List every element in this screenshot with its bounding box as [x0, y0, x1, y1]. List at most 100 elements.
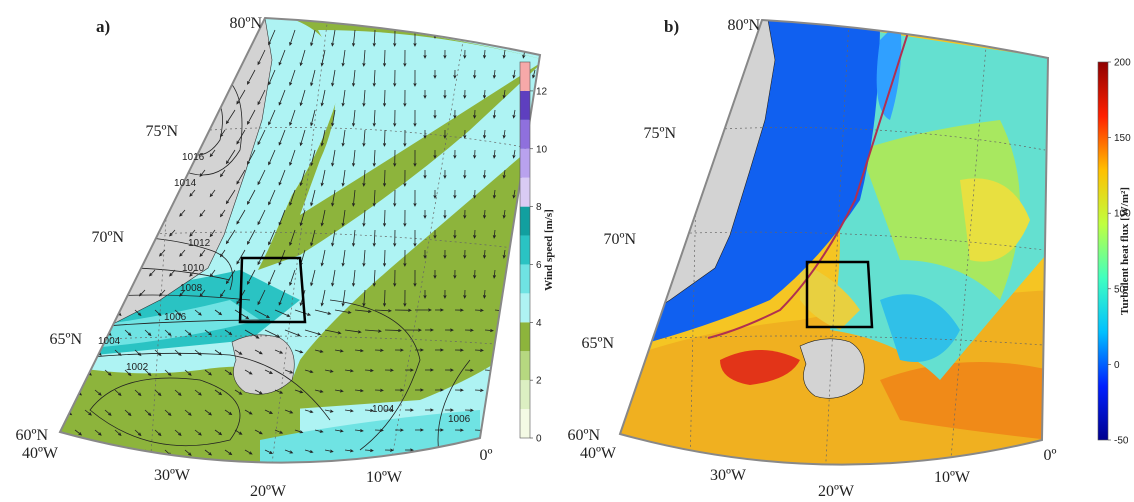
wind-arrow [257, 89, 266, 106]
wind-arrow [473, 69, 477, 79]
wind-arrow [382, 129, 387, 147]
colorbar-bin [520, 148, 530, 178]
wind-arrow [443, 169, 447, 179]
wind-arrow [351, 269, 356, 287]
wind-arrow [60, 89, 66, 98]
wind-arrow [174, 389, 182, 396]
wind-arrow [69, 69, 76, 78]
wind-arrow [118, 209, 126, 217]
wind-arrow [219, 289, 226, 298]
wind-arrow [138, 209, 146, 217]
wind-arrow [443, 49, 447, 59]
wind-arrow [393, 109, 397, 127]
wind-arrow [69, 109, 76, 118]
wind-arrow [278, 49, 286, 66]
wind-arrow [384, 368, 394, 372]
wind-arrow [362, 169, 366, 187]
wind-arrow [108, 189, 116, 197]
wind-arrow [209, 189, 216, 198]
wind-arrow [154, 429, 162, 437]
wind-arrow [244, 329, 260, 339]
colorbar-bin [520, 62, 530, 91]
wind-arrow [334, 349, 344, 353]
wind-arrow [294, 429, 304, 434]
wind-arrow [225, 189, 236, 205]
wind-arrow [524, 449, 534, 453]
wind-arrow [362, 49, 366, 67]
wind-arrow [341, 49, 346, 67]
wind-arrow [274, 309, 291, 317]
wind-arrow [463, 249, 467, 259]
lat-label: 65ºN [49, 331, 82, 348]
wind-arrow [284, 409, 294, 414]
wind-arrow [138, 249, 146, 257]
wind-arrow [334, 389, 344, 393]
wind-arrow [314, 389, 324, 393]
wind-arrow [158, 209, 166, 217]
wind-arrow [268, 269, 276, 286]
wind-arrow [393, 149, 397, 167]
wind-arrow [372, 149, 376, 167]
wind-arrow [393, 29, 397, 47]
wind-arrow [189, 29, 196, 37]
wind-arrow [60, 249, 66, 258]
isobar-label: 1006 [164, 312, 187, 323]
wind-arrow [209, 269, 216, 278]
wind-arrow [362, 209, 366, 227]
wind-arrow [236, 129, 246, 145]
wind-arrow [494, 428, 504, 433]
wind-arrow [444, 368, 454, 372]
wind-arrow [60, 129, 66, 138]
wind-arrow [118, 129, 126, 137]
wind-arrow [209, 149, 216, 158]
wind-arrow [158, 169, 166, 177]
lon-label: 30ºW [710, 467, 747, 484]
wind-arrow [138, 169, 146, 177]
wind-arrow [79, 209, 86, 217]
wind-arrow [278, 169, 286, 186]
wind-arrow [393, 269, 397, 287]
wind-arrow [225, 269, 236, 285]
wind-arrow [148, 29, 156, 37]
wind-arrow [473, 149, 477, 159]
wind-arrow [209, 229, 216, 238]
wind-arrow [414, 428, 424, 432]
wind-arrow [79, 129, 86, 137]
wind-arrow [254, 429, 263, 435]
wind-arrow [394, 388, 404, 392]
wind-arrow [219, 49, 226, 58]
wind-arrow [463, 169, 467, 179]
wind-arrow [502, 49, 506, 59]
wind-arrow [247, 189, 256, 205]
wind-arrow [545, 330, 553, 333]
wind-arrow [89, 189, 96, 197]
lon-label: 30ºW [154, 467, 191, 484]
colorbar-label: Turbulent heat flux [W/m²] [1119, 187, 1131, 315]
wind-arrow [433, 269, 437, 279]
wind-arrow [154, 349, 162, 357]
wind-arrow [334, 429, 344, 433]
wind-arrow [184, 449, 192, 456]
wind-arrow [268, 69, 276, 86]
wind-arrow [225, 29, 236, 45]
wind-arrow [148, 189, 156, 197]
wind-arrow [403, 89, 407, 107]
wind-arrow [344, 369, 354, 373]
wind-arrow [331, 109, 336, 127]
wind-arrow [474, 348, 484, 352]
wind-arrow [382, 49, 387, 67]
wind-arrow [94, 429, 102, 436]
wind-arrow [289, 149, 296, 167]
wind-arrow [433, 149, 437, 159]
wind-arrow [555, 430, 563, 433]
wind-arrow [484, 328, 494, 333]
wind-arrow [372, 189, 376, 207]
wind-arrow [492, 149, 497, 159]
wind-arrow [320, 129, 326, 147]
wind-arrow [384, 328, 402, 333]
lon-label: 20ºW [250, 483, 287, 500]
wind-arrow [99, 209, 106, 217]
colorbar-tick-label: 8 [536, 202, 542, 213]
wind-arrow [124, 369, 132, 377]
wind-arrow [278, 289, 286, 306]
